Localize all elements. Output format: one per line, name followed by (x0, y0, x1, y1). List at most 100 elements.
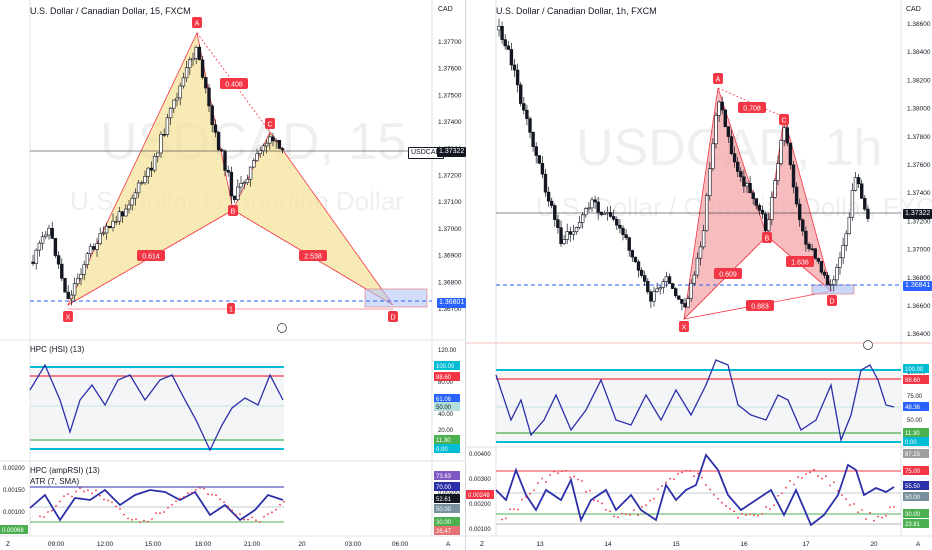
candle (574, 227, 579, 233)
atr-dot (709, 488, 711, 491)
candle (236, 186, 240, 200)
candle (522, 103, 526, 111)
atr-dot (95, 489, 97, 492)
candle (152, 156, 157, 171)
xb-ratio-badge-bg (714, 268, 742, 279)
time-tick-label: 20 (298, 541, 306, 548)
atr-dot (263, 515, 265, 518)
time-tick-label: 14 (604, 541, 612, 548)
chart-canvas[interactable]: 1.38600 1.38400 1.38200 1.38000 1.37800 1.376… (466, 0, 932, 550)
atr-dot (75, 490, 77, 493)
candle (117, 211, 122, 222)
atr-dot (741, 513, 743, 515)
candle (785, 127, 789, 144)
point-d-badge-bg (827, 295, 837, 306)
chart-panel-1h[interactable]: USDCAD, 1h U.S. Dollar / Canadian Dollar… (466, 0, 932, 550)
price-tick-label: 1.36600 (907, 303, 931, 310)
amprsi-value-tag: 50.00 (436, 507, 452, 513)
atr-dot (757, 514, 759, 517)
chart-panel-15m[interactable]: USDCAD, 15 U.S. Dollar / Canadian Dollar… (0, 0, 467, 550)
atr-dot (67, 493, 69, 495)
candle (763, 213, 768, 232)
candle (258, 150, 262, 155)
hsi-tick-label: 40.00 (438, 412, 454, 418)
candle (859, 183, 864, 199)
atr-dot (545, 480, 547, 483)
candle (165, 117, 170, 135)
candle (720, 101, 724, 111)
candle (204, 77, 208, 89)
candle (705, 195, 709, 232)
candle (143, 176, 147, 184)
hsi-value-tag: 100.00 (905, 367, 924, 373)
atr-indicator-label[interactable]: ATR (7, SMA) (30, 477, 80, 486)
hsi-indicator-label[interactable]: HPC (HSI) (13) (30, 345, 85, 354)
candle (708, 168, 712, 196)
candle (853, 177, 858, 191)
candle (220, 149, 224, 152)
atr-dot (175, 500, 177, 503)
atr-dot (813, 468, 815, 471)
atr-dot (103, 498, 105, 501)
hsi-band-bg (496, 370, 901, 442)
atr-dot (821, 477, 823, 480)
atr-dot (123, 513, 125, 516)
candle (506, 45, 511, 50)
atr-dot (259, 521, 261, 523)
fib-marker-badge: 1 (229, 307, 233, 314)
flash-icon[interactable] (277, 323, 287, 333)
atr-left-tag: 0.00068 (2, 528, 24, 534)
atr-dot (565, 469, 567, 472)
atr-dot (521, 498, 523, 501)
candle (88, 246, 93, 254)
atr-dot (773, 504, 775, 507)
atr-dot (215, 494, 217, 497)
candle (95, 243, 99, 250)
atr-dot (865, 518, 867, 520)
candle (101, 232, 106, 235)
candle (621, 227, 625, 235)
atr-dot (131, 518, 133, 521)
atr-dot (63, 495, 65, 497)
atr-dot (877, 515, 879, 518)
atr-dot (191, 491, 193, 494)
atr-dot (39, 515, 41, 518)
atr-dot (845, 498, 847, 501)
atr-dot (155, 512, 157, 515)
candle (191, 57, 195, 61)
candle (677, 295, 681, 300)
atr-left-tick: 0.00100 (469, 527, 491, 533)
atr-dot (721, 501, 723, 504)
amprsi-value-tag-bg (903, 492, 929, 501)
atr-dot (681, 471, 683, 474)
hsi-value-tag: 61.06 (436, 397, 452, 403)
hsi-band-bg (30, 367, 284, 439)
candle (655, 288, 659, 292)
amprsi-indicator-label[interactable]: HPC (ampRSI) (13) (30, 466, 100, 475)
prz-target-box (364, 288, 428, 308)
flash-icon[interactable] (863, 340, 873, 350)
atr-dot (789, 480, 791, 482)
price-tick-label: 1.37200 (907, 218, 931, 225)
candle (172, 99, 176, 109)
atr-dot (733, 510, 735, 513)
atr-dot (231, 509, 233, 512)
price-tick-label: 1.38600 (907, 21, 931, 28)
atr-dot (781, 492, 783, 495)
candle (525, 109, 529, 119)
atr-dot (203, 487, 205, 490)
atr-dot (841, 494, 843, 496)
time-tick-label: 12:00 (97, 541, 114, 548)
candle (497, 25, 501, 31)
atr-dot (893, 505, 895, 508)
atr-dot (661, 485, 663, 487)
atr-dot (641, 505, 643, 508)
candle (197, 46, 202, 61)
price-tick-label: 1.37600 (438, 66, 462, 73)
amprsi-value-tag-bg (903, 466, 929, 475)
candle (159, 134, 163, 154)
atr-dot (769, 508, 771, 510)
candle (643, 275, 647, 282)
candle (742, 176, 746, 187)
candle (683, 303, 687, 308)
